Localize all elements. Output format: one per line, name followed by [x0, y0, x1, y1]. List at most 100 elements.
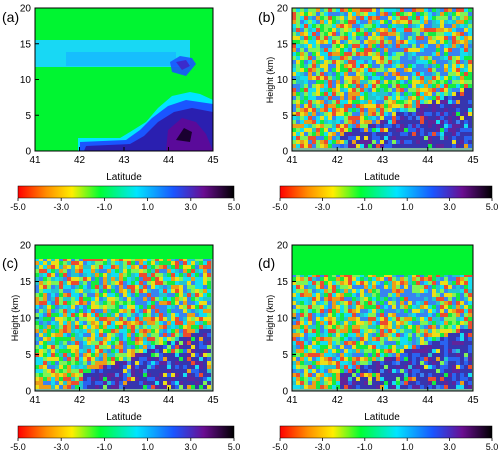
- noise-cell: [63, 273, 67, 277]
- noise-cell: [344, 369, 348, 373]
- noise-cell: [312, 88, 316, 92]
- noise-cell: [336, 16, 340, 20]
- noise-cell: [436, 353, 440, 357]
- x-tick-label: 45: [207, 395, 219, 406]
- noise-cell: [71, 385, 75, 389]
- noise-cell: [432, 385, 436, 389]
- noise-cell: [416, 28, 420, 32]
- colorbar-tick-label: -5.0: [10, 202, 26, 212]
- noise-cell: [384, 349, 388, 353]
- noise-cell: [400, 345, 404, 349]
- noise-cell: [179, 301, 183, 305]
- noise-cell: [364, 277, 368, 281]
- noise-cell: [191, 377, 195, 381]
- noise-cell: [203, 301, 207, 305]
- noise-cell: [163, 353, 167, 357]
- noise-cell: [296, 64, 300, 68]
- noise-cell: [91, 333, 95, 337]
- noise-cell: [388, 68, 392, 72]
- noise-cell: [292, 140, 296, 144]
- noise-cell: [75, 313, 79, 317]
- noise-cell: [304, 385, 308, 389]
- noise-cell: [324, 365, 328, 369]
- noise-cell: [143, 281, 147, 285]
- lower-layer-black-a: [176, 128, 192, 142]
- noise-cell: [199, 369, 203, 373]
- noise-cell: [59, 277, 63, 281]
- colorbar-b: [279, 185, 493, 199]
- noise-cell: [448, 28, 452, 32]
- noise-cell: [336, 361, 340, 365]
- noise-cell: [163, 329, 167, 333]
- noise-cell: [304, 68, 308, 72]
- noise-cell: [296, 385, 300, 389]
- noise-cell: [328, 104, 332, 108]
- noise-cell: [456, 361, 460, 365]
- noise-cell: [416, 64, 420, 68]
- noise-cell: [392, 44, 396, 48]
- noise-cell: [460, 44, 464, 48]
- noise-cell: [424, 144, 428, 148]
- noise-cell: [296, 52, 300, 56]
- noise-cell: [392, 140, 396, 144]
- noise-cell: [360, 373, 364, 377]
- noise-cell: [79, 373, 83, 377]
- noise-cell: [300, 297, 304, 301]
- noise-cell: [103, 273, 107, 277]
- noise-cell: [440, 353, 444, 357]
- noise-cell: [416, 16, 420, 20]
- noise-cell: [143, 265, 147, 269]
- noise-cell: [308, 68, 312, 72]
- noise-cell: [404, 369, 408, 373]
- noise-cell: [364, 313, 368, 317]
- noise-cell: [115, 349, 119, 353]
- noise-cell: [308, 60, 312, 64]
- noise-cell: [167, 269, 171, 273]
- noise-cell: [191, 305, 195, 309]
- noise-cell: [412, 24, 416, 28]
- colorbar-tick-label: 5.0: [228, 202, 241, 212]
- noise-cell: [428, 136, 432, 140]
- noise-cell: [456, 104, 460, 108]
- noise-cell: [147, 337, 151, 341]
- noise-cell: [344, 309, 348, 313]
- noise-cell: [59, 273, 63, 277]
- noise-cell: [384, 80, 388, 84]
- noise-cell: [95, 385, 99, 389]
- noise-cell: [91, 305, 95, 309]
- noise-cell: [99, 301, 103, 305]
- noise-cell: [440, 60, 444, 64]
- noise-cell: [436, 132, 440, 136]
- noise-cell: [380, 116, 384, 120]
- x-axis-label-b: Latitude: [364, 172, 400, 183]
- noise-cell: [328, 96, 332, 100]
- noise-cell: [67, 365, 71, 369]
- noise-cell: [452, 112, 456, 116]
- noise-cell: [135, 333, 139, 337]
- noise-cell: [460, 16, 464, 20]
- noise-cell: [187, 341, 191, 345]
- noise-cell: [155, 317, 159, 321]
- noise-cell: [348, 40, 352, 44]
- noise-cell: [432, 72, 436, 76]
- noise-cell: [63, 301, 67, 305]
- noise-cell: [412, 60, 416, 64]
- noise-cell: [103, 361, 107, 365]
- noise-cell: [111, 345, 115, 349]
- noise-cell: [300, 345, 304, 349]
- noise-cell: [155, 333, 159, 337]
- noise-cell: [47, 293, 51, 297]
- noise-cell: [432, 80, 436, 84]
- noise-cell: [376, 48, 380, 52]
- noise-cell: [432, 365, 436, 369]
- noise-cell: [324, 104, 328, 108]
- noise-cell: [51, 373, 55, 377]
- noise-cell: [376, 112, 380, 116]
- noise-cell: [432, 317, 436, 321]
- noise-cell: [340, 136, 344, 140]
- noise-cell: [163, 265, 167, 269]
- noise-cell: [388, 309, 392, 313]
- noise-cell: [296, 329, 300, 333]
- noise-cell: [460, 313, 464, 317]
- noise-cell: [412, 136, 416, 140]
